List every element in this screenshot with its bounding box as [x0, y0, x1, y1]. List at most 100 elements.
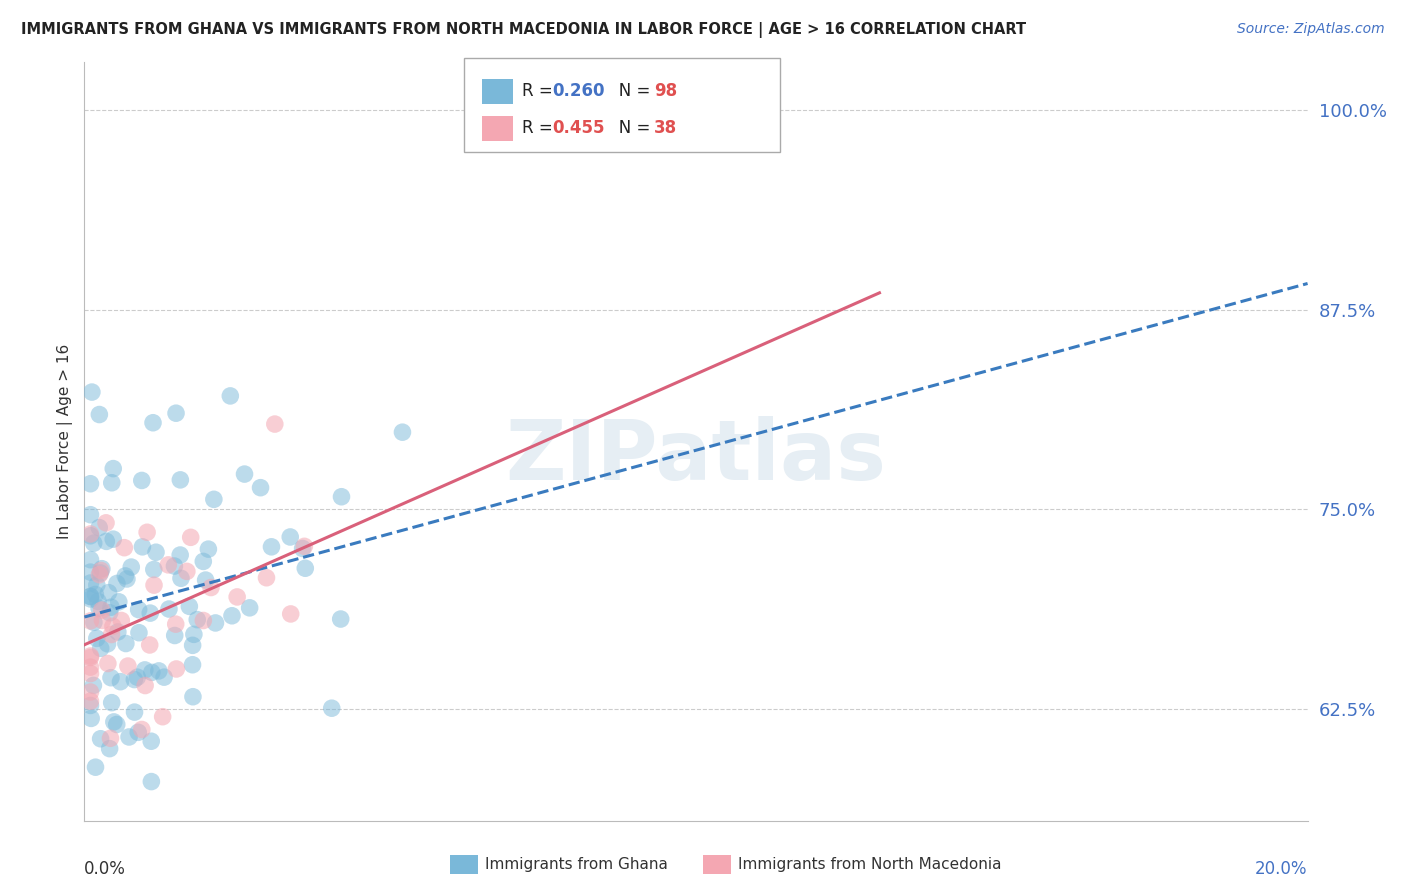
- Point: [79, 666, 101, 681]
- Point: [79, 614, 101, 628]
- Point: [181, 638, 204, 652]
- Point: [294, 561, 316, 575]
- Text: 98: 98: [654, 82, 676, 100]
- Point: [163, 628, 186, 642]
- Point: [165, 617, 187, 632]
- Point: [138, 638, 160, 652]
- Point: [292, 539, 315, 553]
- Text: R =: R =: [522, 82, 558, 100]
- Point: [170, 571, 193, 585]
- Point: [79, 694, 101, 708]
- Point: [169, 548, 191, 562]
- Point: [82, 678, 104, 692]
- Point: [79, 590, 101, 604]
- Point: [260, 540, 283, 554]
- Point: [105, 576, 128, 591]
- Point: [165, 406, 187, 420]
- Point: [103, 714, 125, 729]
- Point: [100, 671, 122, 685]
- Point: [97, 657, 120, 671]
- Point: [180, 530, 202, 544]
- Point: [90, 562, 112, 576]
- Point: [90, 641, 112, 656]
- Point: [110, 674, 132, 689]
- Point: [124, 673, 146, 687]
- Point: [329, 612, 352, 626]
- Point: [263, 417, 285, 431]
- Point: [79, 565, 101, 579]
- Point: [100, 696, 122, 710]
- Point: [204, 615, 226, 630]
- Point: [219, 389, 242, 403]
- Point: [278, 530, 301, 544]
- Point: [91, 614, 114, 628]
- Point: [83, 615, 105, 630]
- Point: [221, 608, 243, 623]
- Text: 20.0%: 20.0%: [1256, 860, 1308, 878]
- Text: Immigrants from Ghana: Immigrants from Ghana: [485, 857, 668, 871]
- Point: [202, 492, 225, 507]
- Point: [179, 599, 201, 614]
- Point: [183, 627, 205, 641]
- Point: [115, 572, 138, 586]
- Point: [86, 578, 108, 592]
- Point: [110, 614, 132, 628]
- Point: [90, 603, 112, 617]
- Point: [112, 541, 135, 555]
- Point: [142, 562, 165, 576]
- Point: [79, 650, 101, 665]
- Point: [163, 559, 186, 574]
- Point: [142, 416, 165, 430]
- Point: [143, 578, 166, 592]
- Point: [83, 536, 105, 550]
- Point: [79, 476, 101, 491]
- Point: [79, 698, 101, 713]
- Point: [157, 558, 180, 572]
- Point: [84, 587, 107, 601]
- Point: [87, 601, 110, 615]
- Point: [134, 679, 156, 693]
- Point: [103, 532, 125, 546]
- Point: [103, 461, 125, 475]
- Point: [391, 425, 413, 440]
- Point: [280, 607, 302, 621]
- Point: [96, 534, 118, 549]
- Point: [194, 573, 217, 587]
- Point: [131, 540, 153, 554]
- Point: [97, 585, 120, 599]
- Point: [141, 665, 163, 680]
- Point: [157, 602, 180, 616]
- Point: [141, 734, 163, 748]
- Point: [128, 602, 150, 616]
- Text: 0.0%: 0.0%: [84, 860, 127, 878]
- Point: [148, 664, 170, 678]
- Point: [291, 541, 314, 556]
- Point: [169, 473, 191, 487]
- Point: [330, 490, 353, 504]
- Point: [79, 660, 101, 674]
- Point: [134, 663, 156, 677]
- Point: [165, 662, 187, 676]
- Text: 0.260: 0.260: [553, 82, 605, 100]
- Point: [90, 731, 112, 746]
- Point: [84, 760, 107, 774]
- Point: [100, 475, 122, 490]
- Point: [127, 670, 149, 684]
- Point: [321, 701, 343, 715]
- Point: [124, 705, 146, 719]
- Point: [86, 632, 108, 646]
- Y-axis label: In Labor Force | Age > 16: In Labor Force | Age > 16: [58, 344, 73, 539]
- Point: [97, 637, 120, 651]
- Point: [90, 564, 112, 578]
- Point: [131, 723, 153, 737]
- Point: [94, 516, 117, 530]
- Point: [80, 385, 103, 400]
- Point: [107, 595, 129, 609]
- Point: [141, 774, 163, 789]
- Point: [79, 590, 101, 604]
- Point: [193, 554, 215, 568]
- Point: [89, 566, 111, 580]
- Point: [131, 474, 153, 488]
- Point: [114, 569, 136, 583]
- Text: Source: ZipAtlas.com: Source: ZipAtlas.com: [1237, 22, 1385, 37]
